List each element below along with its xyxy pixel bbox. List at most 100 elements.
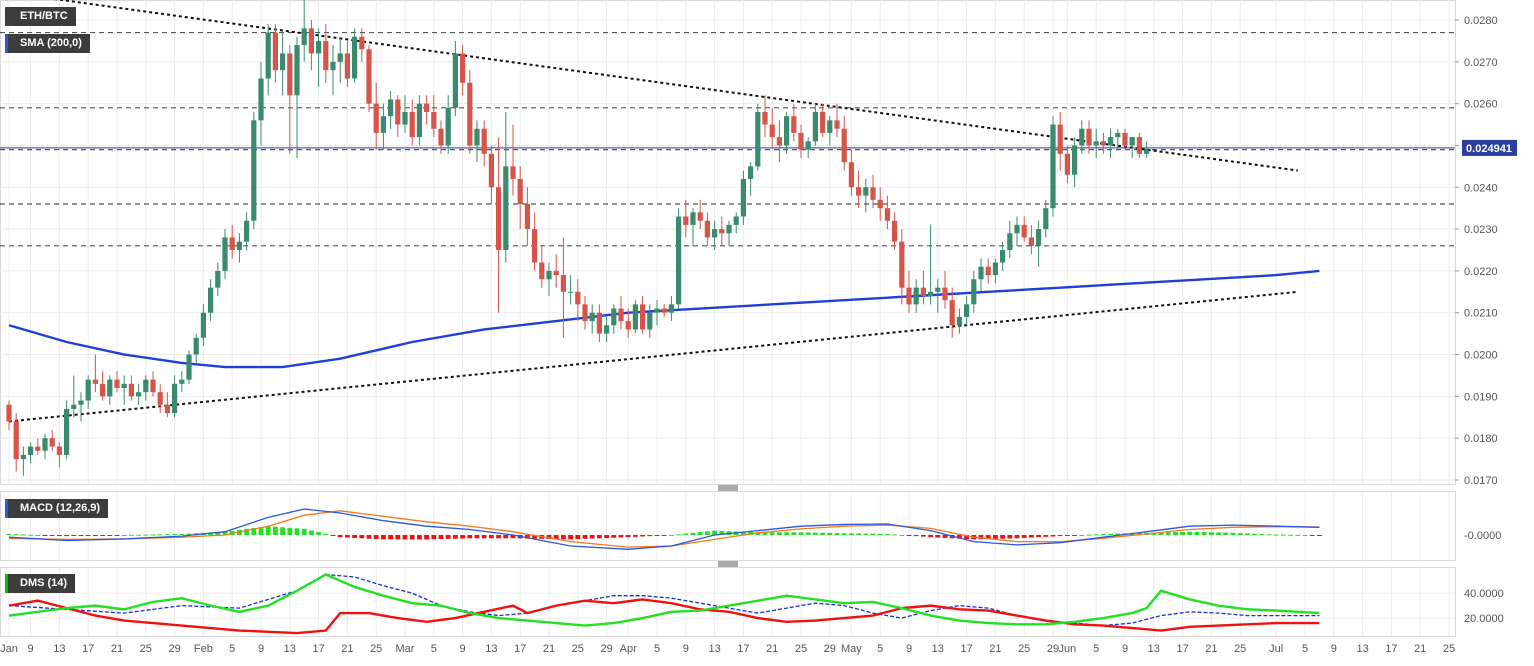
candle (402, 95, 408, 133)
candle (294, 36, 300, 158)
macd-histogram-bar (899, 535, 905, 536)
panel-resize-handle[interactable] (718, 561, 738, 567)
macd-histogram-bar (280, 527, 285, 535)
candle (1086, 120, 1092, 154)
candle-body (366, 49, 372, 104)
macd-histogram-bar (841, 533, 847, 535)
candle (949, 287, 955, 338)
macd-tick-label: -0.0000 (1464, 530, 1501, 542)
candle-body (128, 383, 134, 397)
candle-body (992, 262, 998, 276)
sma-tag[interactable]: SMA (200,0) (5, 34, 90, 53)
candle (323, 24, 329, 83)
candle-body (640, 304, 646, 330)
candle (1036, 220, 1042, 267)
candle-body (143, 379, 149, 393)
price-tick-label: 0.0280 (1464, 15, 1498, 27)
candle (193, 333, 199, 363)
macd-histogram-bar (1187, 531, 1193, 535)
candle (352, 28, 358, 83)
candle-body (1129, 137, 1135, 146)
price-tick-label: 0.0180 (1464, 433, 1498, 445)
macd-histogram-bar (582, 535, 588, 539)
candle-body (820, 112, 826, 133)
candle (215, 262, 221, 296)
candle (1007, 220, 1013, 259)
macd-histogram-bar (1158, 532, 1164, 535)
time-tick-label: 25 (1018, 643, 1030, 655)
candle-body (748, 166, 754, 179)
di-minus-line (8, 598, 1320, 635)
macd-histogram-bar (1309, 535, 1315, 536)
candle-body (164, 404, 170, 414)
macd-histogram-bar (575, 535, 581, 540)
macd-histogram-bar (625, 535, 631, 538)
macd-histogram-bar (978, 535, 984, 540)
candle (676, 208, 682, 309)
macd-histogram-bar (935, 535, 941, 538)
dms-label: DMS (14) (20, 577, 68, 589)
candle-body (776, 137, 782, 146)
macd-histogram-bar (654, 535, 660, 536)
time-tick-label: 17 (737, 643, 749, 655)
candle (848, 149, 854, 196)
candle (704, 212, 710, 246)
dms-tag[interactable]: DMS (14) (5, 574, 76, 593)
macd-histogram-bar (1043, 535, 1049, 537)
symbol-tag[interactable]: ETH/BTC (5, 7, 76, 26)
macd-histogram-bar (856, 533, 861, 535)
macd-histogram-bar (741, 531, 746, 535)
macd-histogram-bar (1072, 535, 1077, 536)
candle (395, 95, 401, 138)
macd-histogram-bar (769, 532, 775, 535)
time-tick-label: 25 (1443, 643, 1455, 655)
candle-body (949, 300, 955, 326)
candle-body (834, 120, 840, 129)
macd-histogram-bar (1050, 535, 1056, 537)
candle (1122, 128, 1128, 150)
macd-histogram-bar (474, 535, 480, 539)
macd-histogram-bar (1036, 535, 1041, 538)
macd-histogram-bar (913, 535, 919, 537)
panel-resize-handle[interactable] (718, 485, 738, 491)
macd-histogram-bar (611, 535, 617, 538)
candle (625, 308, 631, 338)
time-tick-label: 21 (989, 643, 1001, 655)
macd-histogram-bar (1237, 533, 1243, 535)
panel-resize-handles[interactable] (718, 485, 738, 567)
candle (899, 229, 905, 305)
macd-histogram-bar (820, 532, 825, 535)
candle-body (56, 446, 62, 455)
macd-histogram-bar (150, 534, 156, 536)
candle-body (978, 266, 984, 280)
macd-histogram-bar (42, 535, 48, 536)
candle (244, 212, 250, 250)
macd-histogram-bar (49, 535, 55, 536)
candle (834, 103, 840, 138)
candle-body (964, 304, 970, 317)
macd-histogram-bar (1273, 534, 1279, 536)
macd-histogram-bar (877, 533, 883, 535)
candle (1021, 216, 1027, 242)
candle-body (791, 116, 797, 133)
macd-tag[interactable]: MACD (12,26,9) (5, 499, 109, 518)
candle-body (330, 61, 336, 71)
candle-body (28, 446, 34, 455)
candle (791, 103, 797, 142)
candle-body (71, 404, 77, 409)
macd-histogram-bar (424, 535, 429, 540)
macd-histogram-bar (834, 533, 840, 535)
candle-body (676, 216, 682, 305)
time-tick-label: 5 (1093, 643, 1099, 655)
candle-body (1043, 208, 1049, 230)
candle (208, 279, 214, 322)
macd-histogram-bar (553, 535, 559, 540)
candle (906, 270, 912, 313)
time-tick-label: 17 (82, 643, 94, 655)
candle (1028, 224, 1034, 255)
symbol-label: ETH/BTC (20, 10, 68, 22)
candle-body (258, 78, 264, 121)
candle (503, 112, 509, 263)
candle (740, 170, 746, 225)
candle (1108, 128, 1114, 158)
